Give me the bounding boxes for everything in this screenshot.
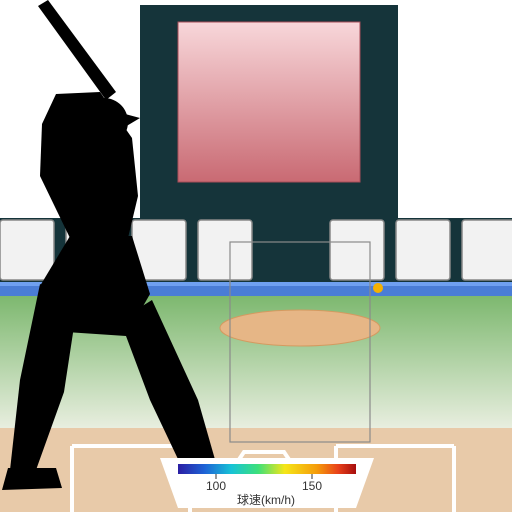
stand-segment	[396, 220, 450, 280]
stand-segment	[198, 220, 252, 280]
stand-segment	[462, 220, 512, 280]
chart-svg: 100 150 球速(km/h)	[0, 0, 512, 512]
scoreboard-screen	[178, 22, 360, 182]
stand-segment	[0, 220, 54, 280]
colorbar-tick-label: 150	[302, 479, 322, 493]
pitch-marker	[373, 283, 383, 293]
colorbar-axis-label: 球速(km/h)	[237, 493, 295, 507]
pitchers-mound	[220, 310, 380, 346]
colorbar	[178, 464, 356, 474]
colorbar-tick-label: 100	[206, 479, 226, 493]
pitch-chart: 100 150 球速(km/h)	[0, 0, 512, 512]
stand-segment	[330, 220, 384, 280]
